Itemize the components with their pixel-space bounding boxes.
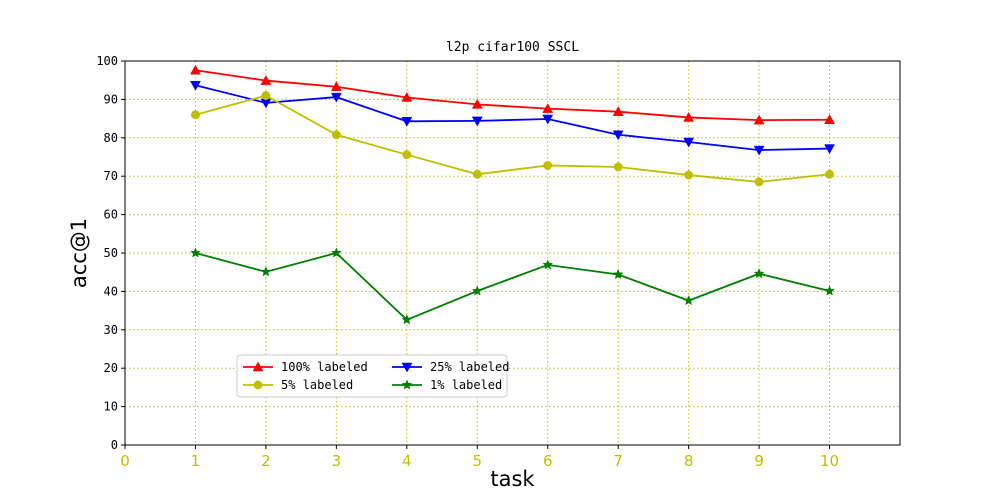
chart-title: l2p cifar100 SSCL — [446, 40, 579, 55]
legend-marker — [252, 361, 264, 372]
x-tick-label: 5 — [472, 452, 482, 470]
axis-ticks: 0 10 20 30 40 50 60 70 80 90 100 0 1 2 3 4 5 6 7 8 9 10 — [96, 54, 839, 470]
data-point — [824, 114, 835, 125]
data-point — [261, 91, 271, 101]
data-point — [260, 75, 272, 85]
data-point — [472, 169, 482, 179]
legend-marker — [253, 380, 263, 390]
grid — [125, 61, 900, 445]
data-point — [260, 266, 272, 277]
data-point — [191, 110, 200, 120]
data-point — [401, 314, 413, 325]
data-point — [401, 91, 413, 102]
data-point — [330, 247, 342, 258]
data-point — [683, 111, 695, 122]
x-tick-label: 1 — [191, 452, 201, 470]
series-0 — [190, 64, 835, 125]
data-point — [684, 170, 694, 180]
legend-item: 100% labeled — [243, 360, 368, 374]
y-tick-label: 50 — [104, 246, 118, 260]
data-point — [824, 285, 835, 296]
x-axis-label: task — [490, 467, 535, 491]
y-tick-label: 10 — [104, 400, 118, 414]
data-point — [330, 81, 342, 91]
data-point — [402, 150, 412, 160]
data-point — [471, 98, 483, 109]
series-1 — [190, 80, 835, 156]
y-tick-label: 70 — [104, 169, 118, 183]
y-tick-label: 60 — [104, 208, 118, 222]
legend: 100% labeled 5% labeled 25% labeled 1% labe… — [236, 354, 509, 398]
series-group — [190, 64, 835, 325]
data-point — [331, 130, 341, 140]
x-tick-label: 4 — [402, 452, 412, 470]
legend-item: 5% labeled — [243, 378, 353, 392]
data-point — [612, 106, 624, 116]
legend-label: 1% labeled — [430, 378, 502, 392]
series-line — [195, 94, 830, 183]
data-point — [401, 117, 413, 127]
data-point — [754, 177, 764, 187]
x-tick-label: 3 — [332, 452, 342, 470]
legend-marker — [401, 362, 413, 373]
x-tick-label: 7 — [613, 452, 623, 470]
data-point — [612, 130, 624, 141]
legend-item: 25% labeled — [392, 360, 509, 374]
series-2 — [191, 91, 834, 187]
legend-item: 1% labeled — [392, 378, 502, 392]
y-axis-label: acc@1 — [67, 218, 91, 288]
series-line — [195, 84, 830, 151]
y-tick-label: 40 — [104, 284, 118, 298]
series-line — [195, 252, 830, 321]
y-tick-label: 80 — [104, 131, 118, 145]
data-point — [471, 116, 483, 127]
x-tick-label: 9 — [754, 452, 764, 470]
data-point — [825, 169, 834, 179]
data-point — [542, 103, 554, 113]
x-tick-label: 10 — [820, 452, 839, 470]
data-point — [683, 137, 695, 148]
series-line — [195, 69, 830, 122]
x-tick-label: 8 — [684, 452, 694, 470]
legend-box — [236, 354, 508, 398]
data-point — [613, 162, 623, 172]
data-point — [543, 160, 553, 170]
y-tick-label: 0 — [111, 438, 118, 452]
data-point — [190, 80, 201, 91]
data-point — [190, 64, 201, 75]
x-tick-label: 2 — [261, 452, 271, 470]
data-point — [824, 144, 835, 155]
series-3 — [190, 247, 835, 325]
data-point — [190, 247, 201, 258]
legend-label: 25% labeled — [430, 360, 509, 374]
data-point — [542, 259, 554, 270]
data-point — [542, 114, 554, 125]
y-tick-label: 90 — [104, 92, 118, 106]
x-tick-label: 0 — [120, 452, 130, 470]
legend-marker — [401, 379, 413, 390]
y-tick-label: 100 — [96, 54, 118, 68]
data-point — [753, 114, 765, 125]
y-tick-label: 20 — [104, 361, 118, 375]
data-point — [683, 294, 695, 306]
y-tick-label: 30 — [104, 323, 118, 337]
data-point — [612, 268, 624, 280]
data-point — [753, 145, 765, 156]
data-point — [471, 285, 483, 296]
data-point — [753, 268, 765, 279]
x-tick-label: 6 — [543, 452, 553, 470]
data-point — [330, 92, 342, 103]
legend-label: 5% labeled — [281, 378, 353, 392]
legend-label: 100% labeled — [281, 360, 368, 374]
